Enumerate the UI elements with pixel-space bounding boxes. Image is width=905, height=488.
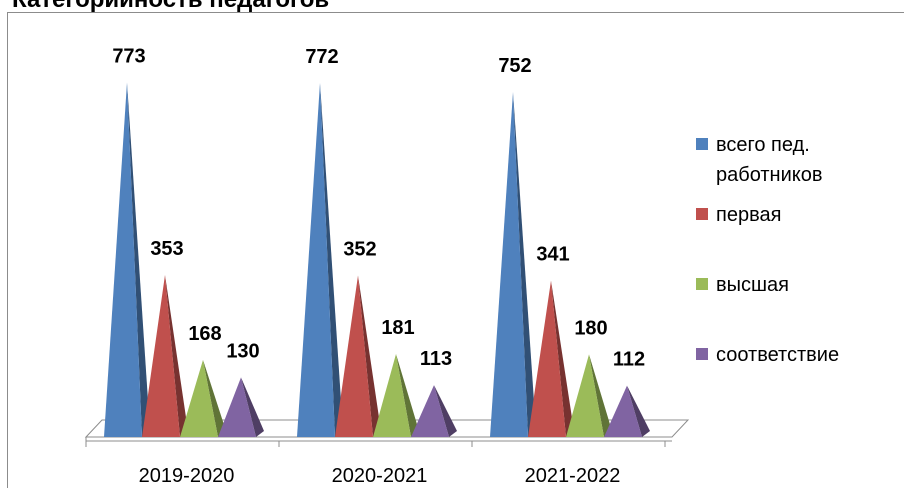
bar-2 bbox=[373, 353, 411, 437]
data-label: 180 bbox=[574, 317, 607, 339]
legend-label: высшая bbox=[716, 274, 789, 296]
bar-3 bbox=[411, 385, 449, 437]
chart-frame bbox=[7, 12, 904, 488]
bar-3 bbox=[218, 377, 256, 437]
data-label: 353 bbox=[150, 238, 183, 260]
bar-0 bbox=[297, 82, 335, 437]
legend-label: первая bbox=[716, 204, 782, 226]
bar-2 bbox=[180, 359, 218, 437]
bar-2-side bbox=[203, 359, 226, 437]
legend-label: всего пед. работников bbox=[716, 134, 823, 186]
bar-3-side bbox=[241, 377, 264, 437]
data-label: 341 bbox=[536, 244, 569, 266]
data-label: 772 bbox=[305, 46, 338, 68]
bar-3 bbox=[604, 385, 642, 437]
data-label: 168 bbox=[188, 323, 221, 345]
data-label: 112 bbox=[613, 349, 645, 371]
bar-0 bbox=[490, 92, 528, 438]
data-label: 352 bbox=[343, 239, 376, 261]
bar-1 bbox=[335, 275, 373, 437]
chart-title: Категорийность педагогов bbox=[12, 0, 329, 14]
bar-1 bbox=[142, 275, 180, 437]
x-tick-label: 2019-2020 bbox=[139, 465, 235, 487]
bar-1-side bbox=[358, 275, 381, 437]
bar-0-side bbox=[320, 82, 343, 437]
data-label: 113 bbox=[420, 348, 452, 370]
bar-1-side bbox=[165, 275, 188, 437]
bar-3-side bbox=[627, 385, 650, 437]
legend-swatch bbox=[696, 348, 708, 360]
bar-1-side bbox=[551, 280, 574, 437]
data-label: 752 bbox=[498, 55, 531, 77]
legend-swatch bbox=[696, 138, 708, 150]
legend-item: первая bbox=[696, 200, 781, 230]
data-label: 773 bbox=[112, 45, 145, 67]
legend-swatch bbox=[696, 208, 708, 220]
bar-0-side bbox=[127, 82, 150, 437]
bar-1 bbox=[528, 280, 566, 437]
bar-0 bbox=[104, 82, 142, 437]
x-tick-label: 2020-2021 bbox=[332, 465, 428, 487]
legend-item: высшая bbox=[696, 270, 789, 300]
data-label: 130 bbox=[226, 340, 259, 362]
bar-2-side bbox=[589, 354, 612, 437]
legend-item: соответствие bbox=[696, 340, 839, 370]
bar-2 bbox=[566, 354, 604, 437]
bar-2-side bbox=[396, 353, 419, 437]
data-label: 181 bbox=[381, 317, 414, 339]
legend-swatch bbox=[696, 278, 708, 290]
x-tick-label: 2021-2022 bbox=[525, 465, 621, 487]
bar-3-side bbox=[434, 385, 457, 437]
legend-item: всего пед. работников bbox=[696, 130, 886, 190]
legend-label: соответствие bbox=[716, 344, 840, 366]
bar-0-side bbox=[513, 92, 536, 438]
